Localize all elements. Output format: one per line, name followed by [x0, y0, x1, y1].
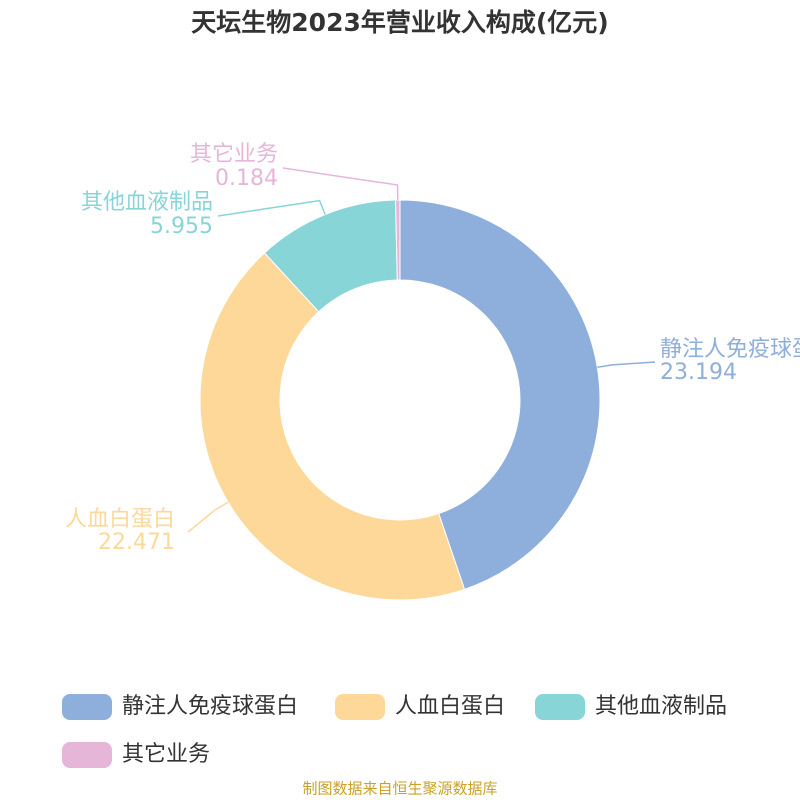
legend-label: 人血白蛋白	[395, 694, 505, 719]
legend-swatch	[335, 694, 385, 720]
legend-swatch	[535, 694, 585, 720]
legend-label: 其它业务	[122, 742, 210, 767]
donut-slice	[395, 199, 401, 281]
legend-swatch	[62, 694, 112, 720]
slice-value: 0.184	[215, 166, 278, 191]
legend-swatch	[62, 742, 112, 768]
slice-label: 静注人免疫球蛋白	[660, 337, 800, 362]
slice-value: 5.955	[150, 214, 213, 239]
legend-label: 其他血液制品	[595, 694, 727, 719]
leader-line	[187, 501, 229, 533]
legend-label: 静注人免疫球蛋白	[122, 694, 298, 719]
donut-slice	[399, 199, 601, 590]
leader-line	[217, 199, 326, 217]
leader-line	[282, 167, 399, 201]
leader-line	[597, 361, 656, 369]
slice-value: 23.194	[660, 360, 737, 385]
slice-value: 22.471	[98, 530, 175, 555]
source: 制图数据来自恒生聚源数据库	[302, 780, 497, 798]
slice-label: 人血白蛋白	[65, 507, 175, 532]
chart-title: 天坛生物2023年营业收入构成(亿元)	[191, 8, 608, 37]
slice-label: 其它业务	[190, 142, 278, 167]
donut-slice	[199, 252, 466, 601]
slice-label: 其他血液制品	[81, 190, 213, 215]
